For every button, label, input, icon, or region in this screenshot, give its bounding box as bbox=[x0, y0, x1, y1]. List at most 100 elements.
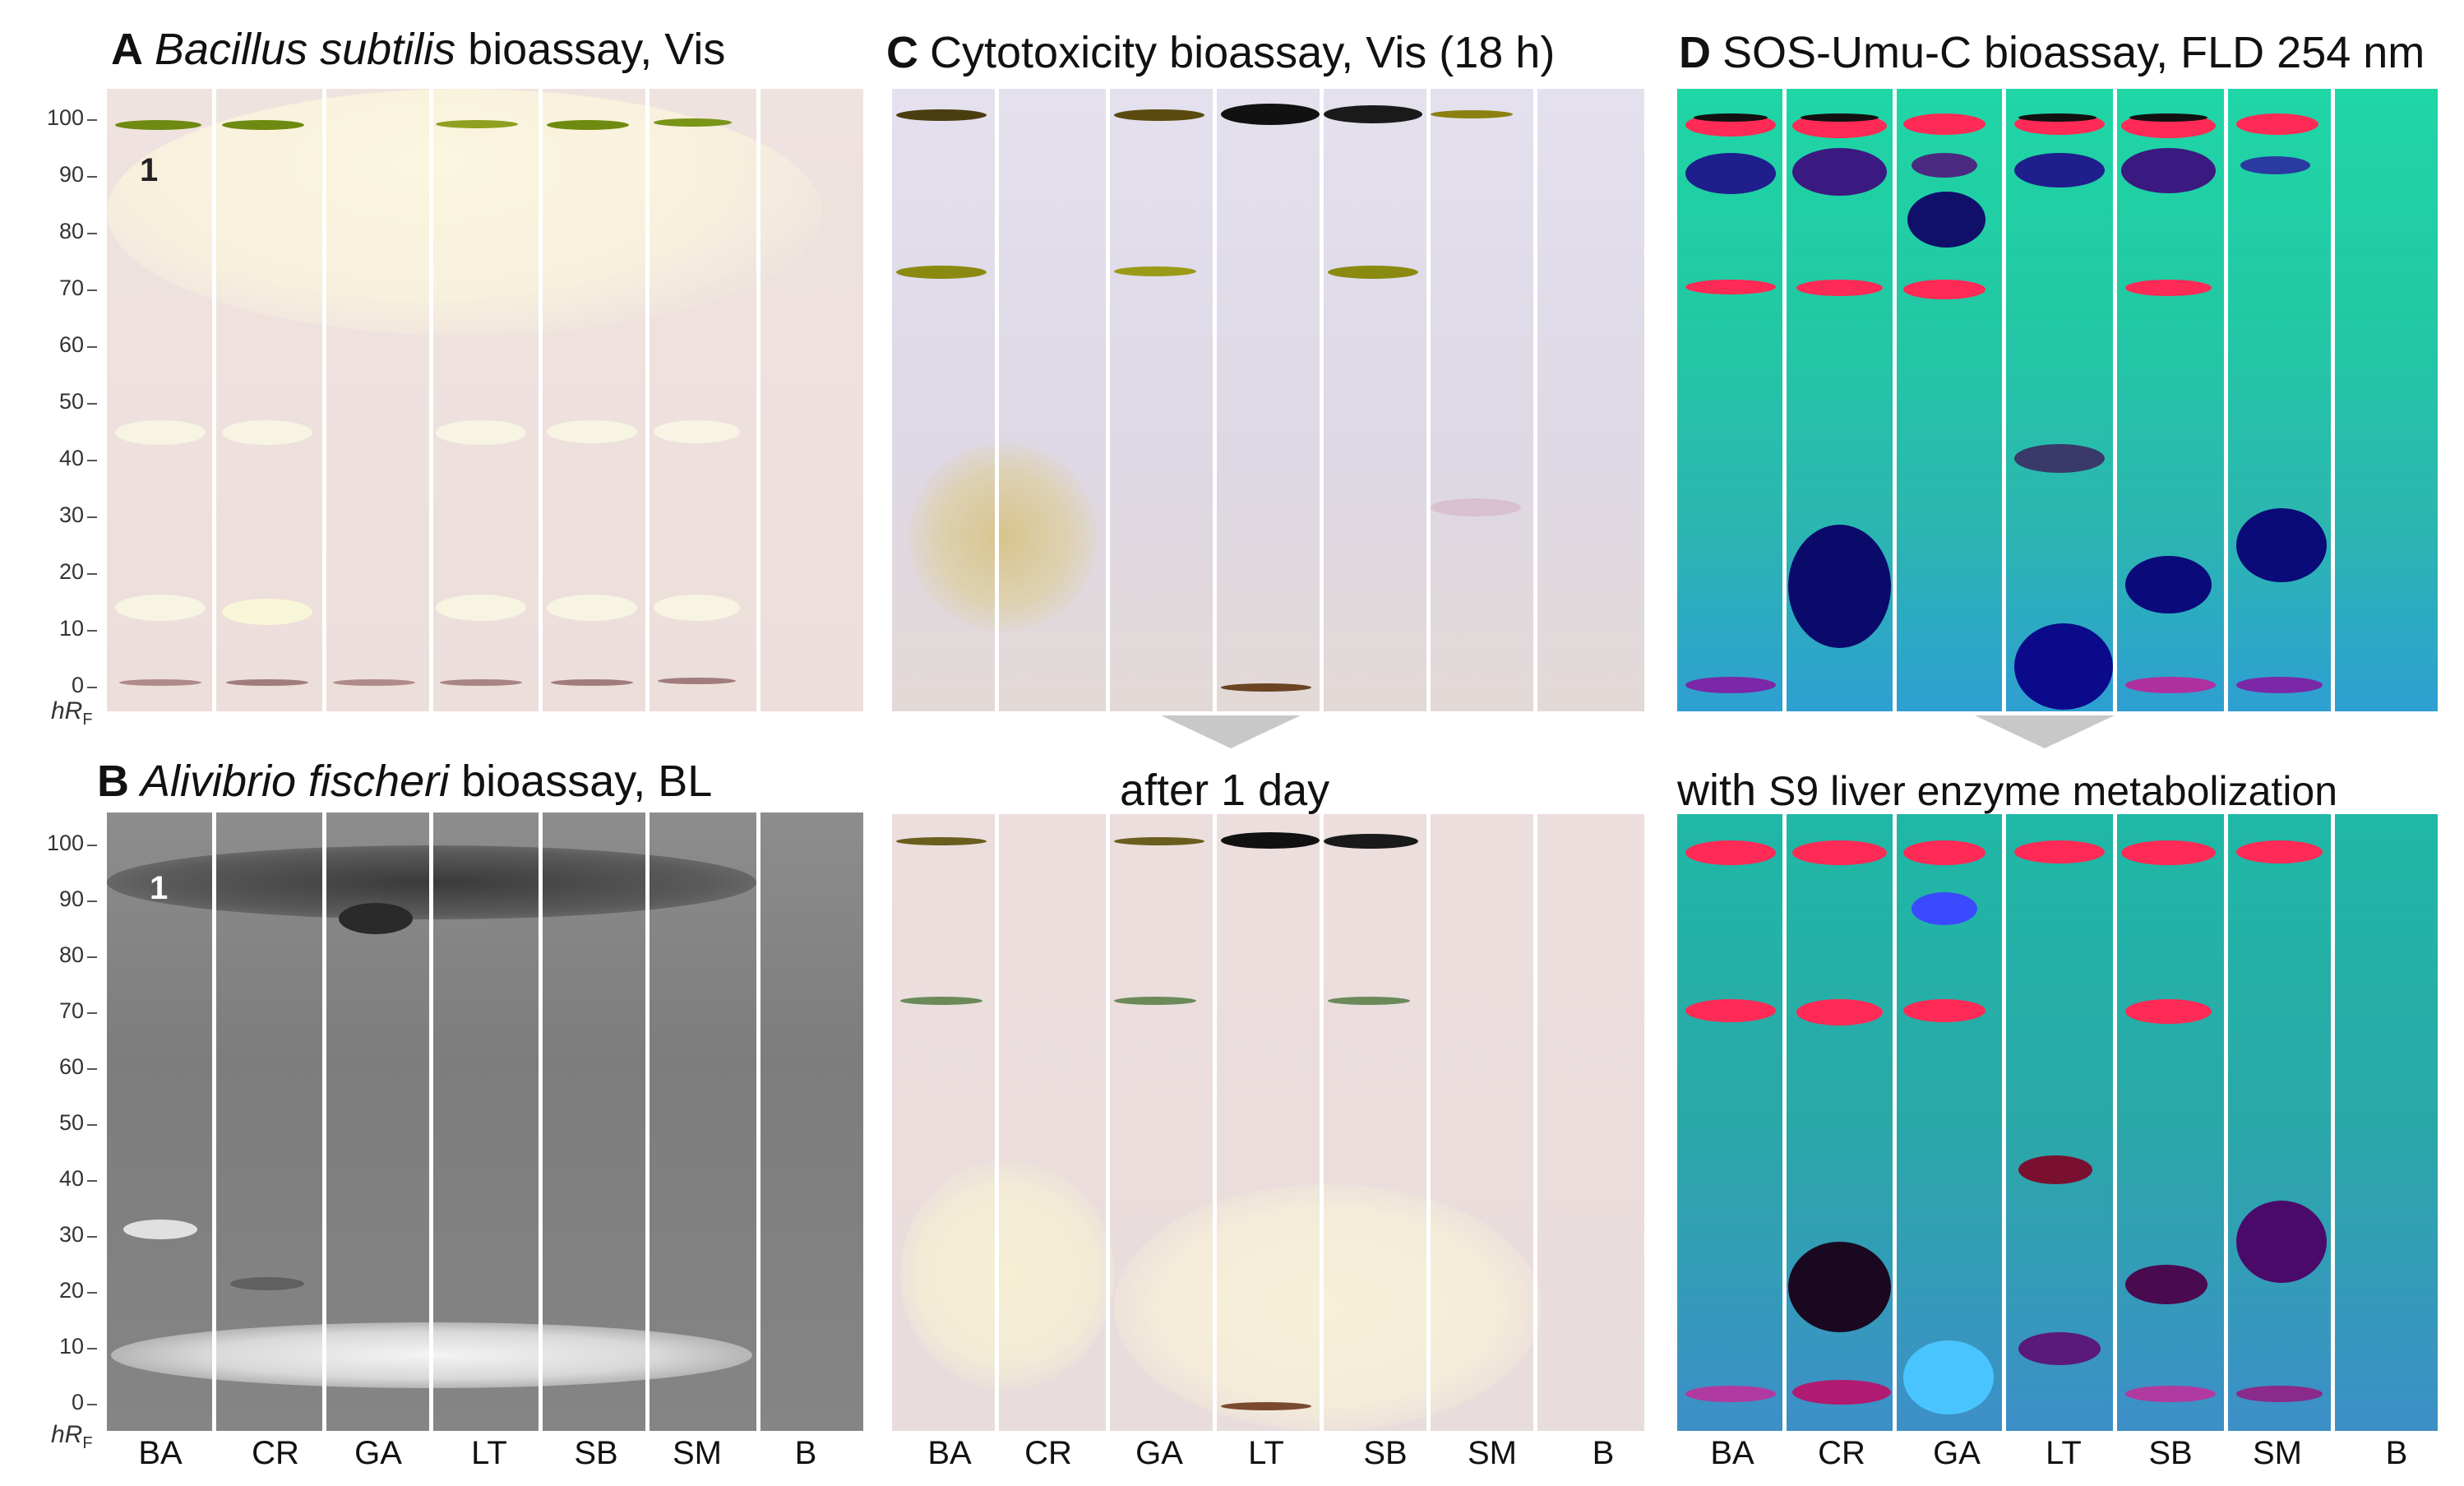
band bbox=[1694, 113, 1768, 122]
lane-label: SB bbox=[2148, 1435, 2193, 1471]
band bbox=[1685, 677, 1776, 693]
lane-label: CR bbox=[1818, 1435, 1865, 1471]
band bbox=[2240, 156, 2310, 174]
tick-mark bbox=[87, 900, 97, 902]
lane-label: CR bbox=[1024, 1435, 1072, 1471]
panel-c-text: Cytotoxicity bioassay, Vis (18 h) bbox=[930, 28, 1556, 77]
lane-label: GA bbox=[354, 1435, 402, 1471]
tick-mark bbox=[87, 1068, 97, 1070]
tick-mark bbox=[87, 403, 97, 405]
lane-separator bbox=[1320, 89, 1324, 711]
band bbox=[1114, 997, 1196, 1005]
band bbox=[1328, 997, 1410, 1005]
tick-mark bbox=[87, 289, 97, 291]
band bbox=[658, 678, 736, 684]
band bbox=[123, 1220, 197, 1239]
plate-a bbox=[107, 89, 863, 711]
lane-separator bbox=[539, 89, 543, 711]
band bbox=[1114, 837, 1204, 845]
lane-separator bbox=[539, 812, 543, 1431]
tick-mark bbox=[87, 1404, 97, 1405]
lane-label: B bbox=[2385, 1435, 2408, 1471]
lane-separator bbox=[429, 812, 433, 1431]
band bbox=[436, 420, 526, 445]
lane-separator bbox=[212, 812, 216, 1431]
hrf-main: hR bbox=[51, 1421, 83, 1448]
lane-label: BA bbox=[138, 1435, 183, 1471]
band bbox=[1685, 280, 1776, 294]
tick-mark bbox=[87, 687, 97, 688]
band bbox=[1912, 892, 1977, 925]
lane-label: SB bbox=[1363, 1435, 1408, 1471]
yellow-zone bbox=[908, 442, 1098, 632]
tick-mark bbox=[87, 176, 97, 178]
tick-label: 90 bbox=[58, 887, 84, 911]
panel-d-letter: D bbox=[1679, 28, 1711, 77]
band bbox=[1903, 840, 1986, 865]
halo-zone bbox=[900, 1160, 1114, 1390]
plate-d-top bbox=[1677, 89, 2438, 711]
tick-mark bbox=[87, 1124, 97, 1126]
lane-label: SM bbox=[2253, 1435, 2302, 1471]
panel-b-title: B Alivibrio fischeri bioassay, BL bbox=[97, 757, 712, 806]
hrf-axis-bottom: 100 90 80 70 60 50 40 30 20 10 0 bbox=[25, 814, 107, 1439]
band bbox=[2014, 623, 2113, 710]
tick-label: 80 bbox=[58, 942, 84, 967]
panel-c-title: C Cytotoxicity bioassay, Vis (18 h) bbox=[886, 28, 1555, 77]
lane-label: GA bbox=[1135, 1435, 1183, 1471]
lane-separator bbox=[1533, 814, 1537, 1431]
hrf-sub: F bbox=[82, 1434, 93, 1452]
lane-separator bbox=[2002, 89, 2006, 711]
lane-separator bbox=[212, 89, 216, 711]
tick-mark bbox=[87, 516, 97, 518]
lane-separator bbox=[1320, 814, 1324, 1431]
band bbox=[2125, 1265, 2207, 1304]
band bbox=[1903, 113, 1986, 135]
band bbox=[1221, 683, 1311, 692]
lane-label: SB bbox=[574, 1435, 618, 1471]
band bbox=[1114, 109, 1204, 121]
band bbox=[1796, 280, 1883, 296]
lane-separator bbox=[1426, 89, 1431, 711]
band bbox=[1903, 999, 1986, 1022]
band bbox=[1788, 1242, 1891, 1332]
tick-mark bbox=[87, 1180, 97, 1182]
lane-separator bbox=[1782, 814, 1787, 1431]
panel-d-text: SOS-Umu-C bioassay, FLD 254 nm bbox=[1722, 28, 2425, 77]
band bbox=[1912, 153, 1977, 178]
tick-label: 60 bbox=[58, 332, 84, 357]
band bbox=[222, 599, 312, 625]
lane-label: SM bbox=[673, 1435, 722, 1471]
panel-d-title: D SOS-Umu-C bioassay, FLD 254 nm bbox=[1679, 28, 2425, 77]
band bbox=[1324, 105, 1422, 123]
down-arrow-icon bbox=[1161, 715, 1301, 748]
band bbox=[1801, 113, 1879, 122]
lane-separator bbox=[1106, 89, 1110, 711]
panel-a-title: A Bacillus subtilis bioassay, Vis bbox=[111, 25, 725, 74]
tick-label: 70 bbox=[58, 998, 84, 1023]
lane-separator bbox=[995, 814, 999, 1431]
band bbox=[115, 120, 201, 130]
band bbox=[2125, 999, 2212, 1024]
band bbox=[1796, 999, 1883, 1025]
lane-separator bbox=[2113, 814, 2117, 1431]
band bbox=[900, 997, 982, 1005]
band bbox=[2125, 1386, 2216, 1402]
lane-separator bbox=[645, 812, 650, 1431]
band bbox=[1431, 110, 1513, 118]
tick-label: 80 bbox=[58, 219, 84, 243]
band bbox=[339, 903, 413, 934]
tick-label: 10 bbox=[58, 616, 84, 641]
panel-d-subtitle: with S9 liver enzyme metabolization bbox=[1677, 765, 2337, 816]
band bbox=[1431, 498, 1521, 516]
band bbox=[2236, 1201, 2327, 1283]
band bbox=[1221, 1402, 1311, 1410]
band bbox=[1685, 153, 1776, 194]
band bbox=[2125, 280, 2212, 296]
tick-label: 100 bbox=[46, 105, 84, 130]
lane-separator bbox=[1106, 814, 1110, 1431]
band bbox=[222, 420, 312, 445]
tick-label: 70 bbox=[58, 275, 84, 300]
band bbox=[654, 595, 740, 621]
lane-separator bbox=[322, 812, 326, 1431]
